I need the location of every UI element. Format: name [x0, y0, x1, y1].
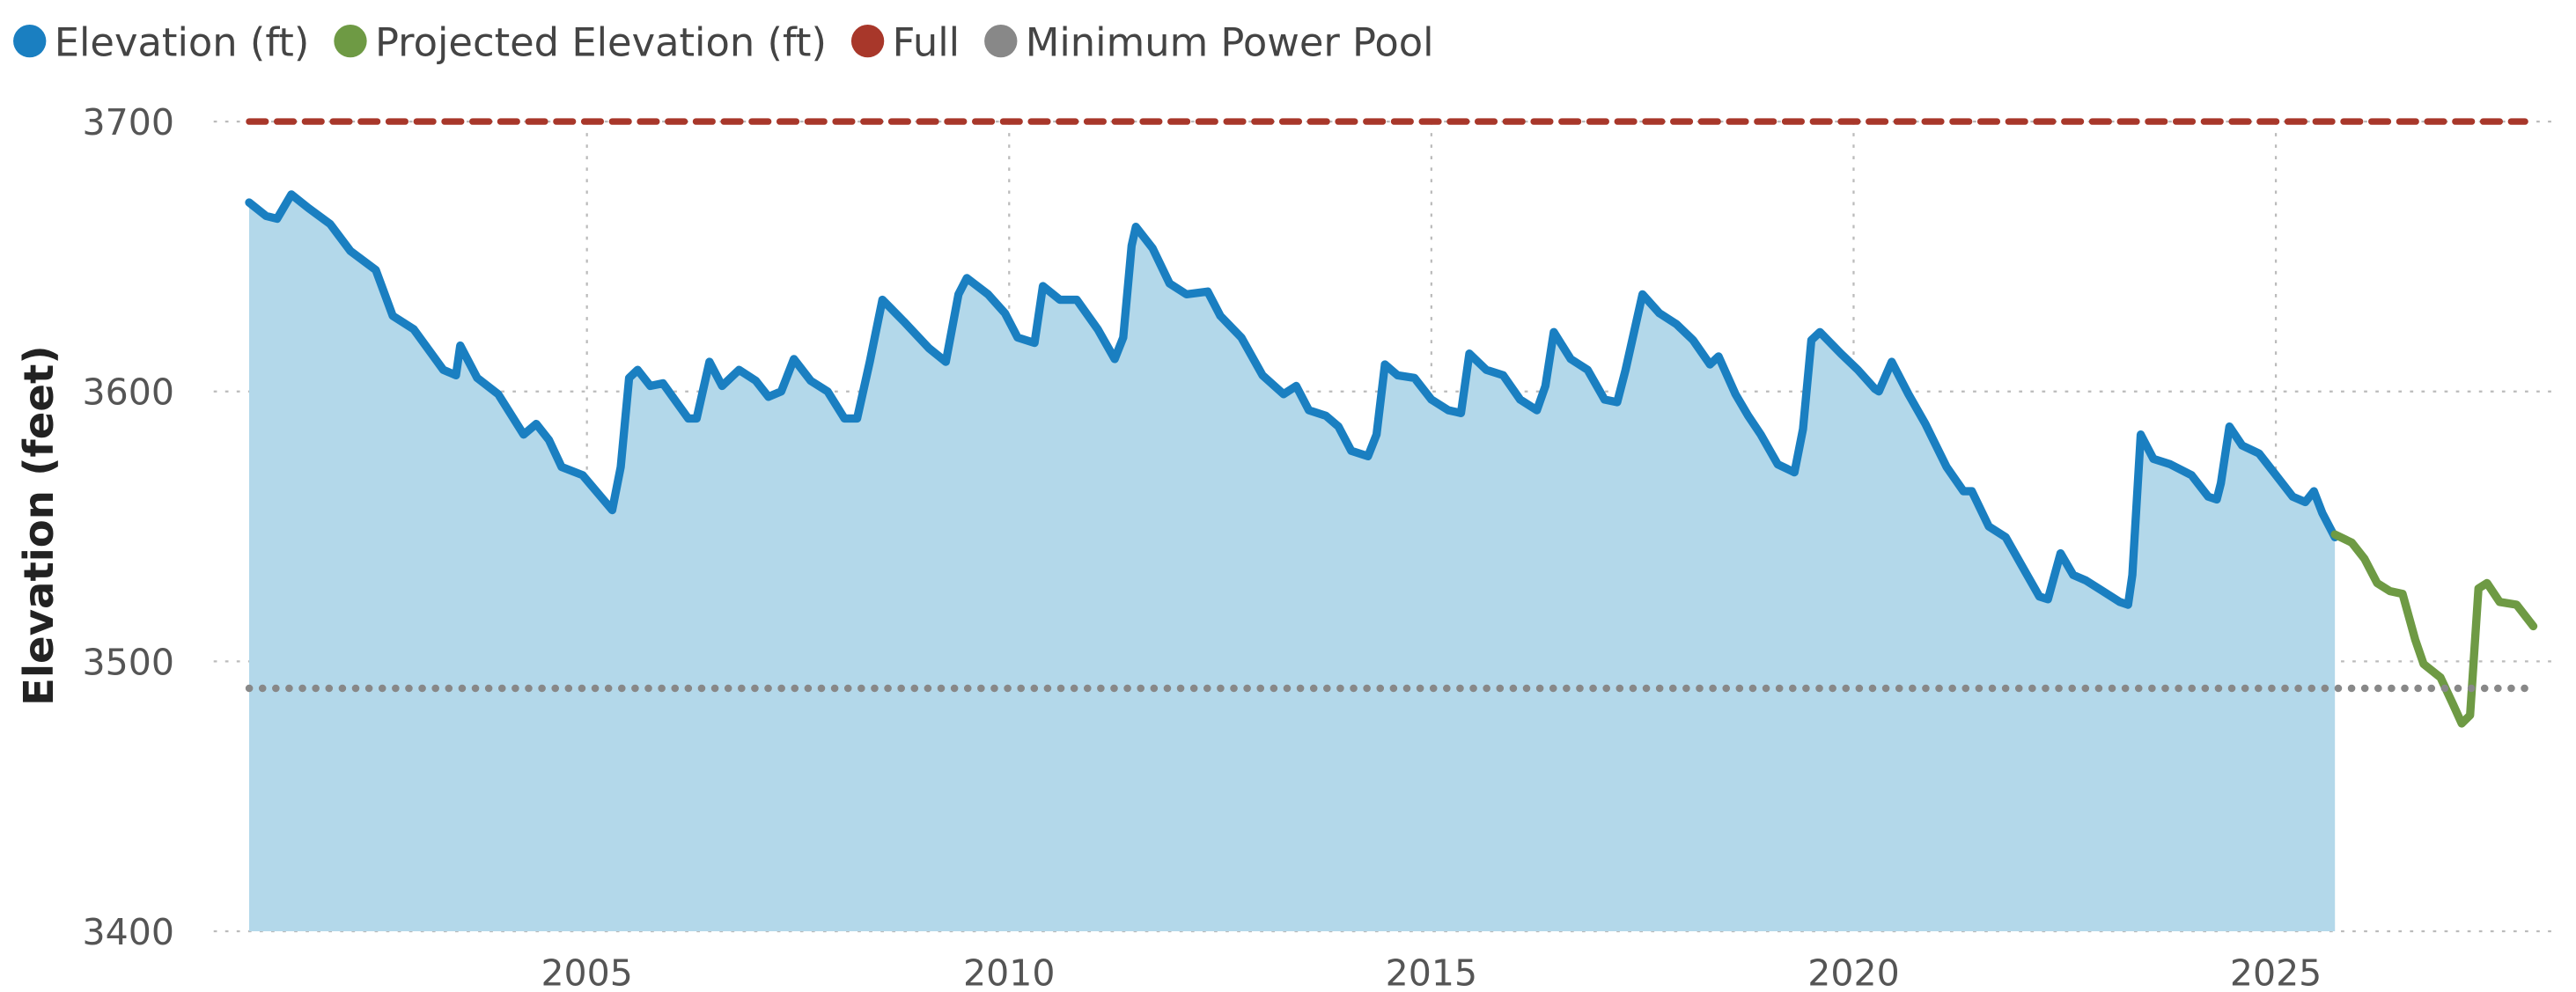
y-tick-label: 3600: [83, 371, 174, 414]
y-axis-label: Elevation (feet): [15, 345, 63, 705]
legend-label: Projected Elevation (ft): [375, 18, 827, 65]
x-tick-label: 2020: [1807, 952, 1899, 992]
x-tick-label: 2015: [1386, 952, 1477, 992]
areas: [248, 194, 2336, 931]
legend-label: Elevation (ft): [55, 18, 310, 65]
legend-item: Full: [850, 18, 960, 65]
area: [248, 194, 2336, 931]
legend-marker: [850, 24, 885, 58]
x-tick-label: 2005: [541, 952, 632, 992]
y-tick-label: 3700: [83, 101, 174, 143]
legend-marker: [984, 24, 1018, 58]
y-tick-label: 3500: [83, 641, 174, 683]
legend-item: Projected Elevation (ft): [334, 18, 827, 65]
legend-label: Minimum Power Pool: [1026, 18, 1434, 65]
line: [2330, 530, 2538, 728]
x-tick-label: 2025: [2230, 952, 2322, 992]
legend-item: Elevation (ft): [13, 18, 309, 65]
legend-marker: [13, 24, 47, 58]
x-tick-label: 2010: [963, 952, 1055, 992]
legend-item: Minimum Power Pool: [984, 18, 1434, 65]
legend-label: Full: [893, 18, 960, 65]
legend-marker: [334, 24, 367, 58]
y-tick-label: 3400: [83, 911, 174, 953]
line: [245, 190, 2339, 609]
